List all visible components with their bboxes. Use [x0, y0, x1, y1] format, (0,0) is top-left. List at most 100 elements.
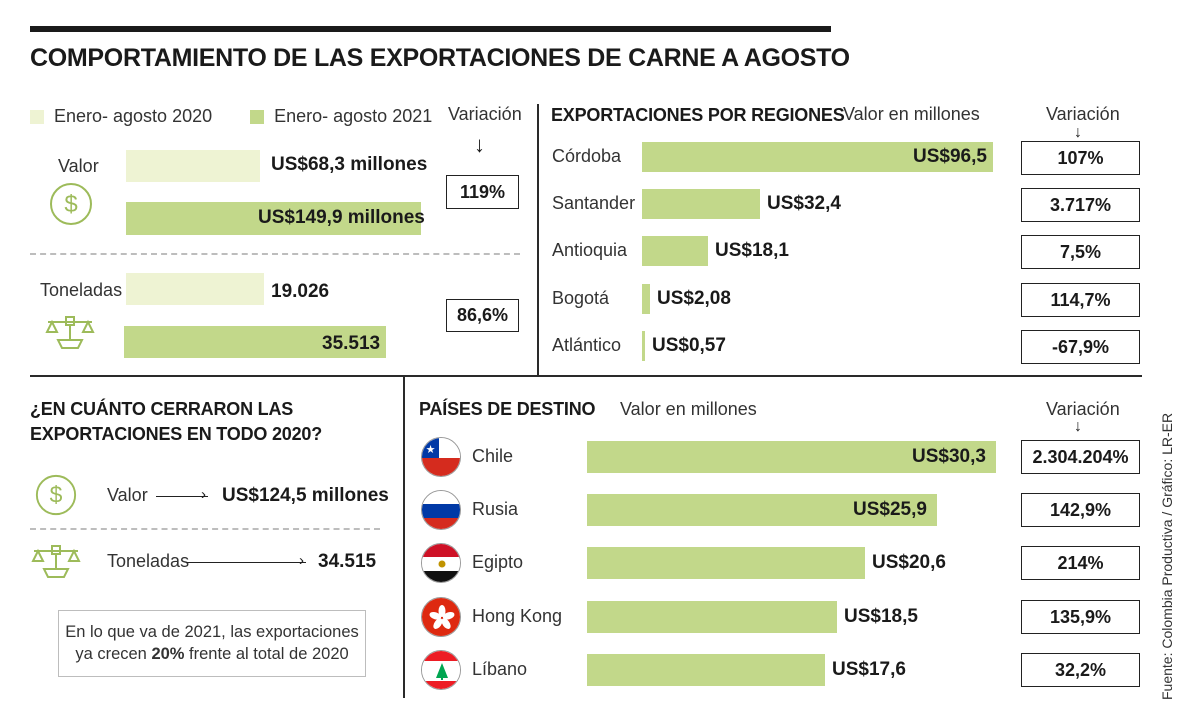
legend-swatch-2020	[30, 109, 44, 124]
dollar-coin-icon: $	[34, 473, 78, 517]
region-bar	[642, 142, 993, 172]
chile-flag-icon: ★	[421, 437, 461, 477]
dollar-coin-icon: $	[48, 181, 94, 227]
source-note: Fuente: Colombia Productiva / Gráfico: L…	[1159, 412, 1175, 700]
countries-variation-header: Variación	[1046, 399, 1120, 419]
country-value: US$20,6	[872, 552, 946, 573]
region-value: US$32,4	[767, 193, 841, 214]
scale-icon	[30, 545, 82, 579]
closing-divider	[30, 528, 380, 530]
region-bar	[642, 236, 708, 266]
russia-flag-icon	[421, 490, 461, 530]
country-bar	[587, 601, 837, 633]
note-text: ya crecen	[75, 644, 152, 663]
country-name: Hong Kong	[472, 606, 563, 626]
country-value: US$17,6	[832, 659, 906, 680]
valor-label: Valor	[58, 156, 99, 176]
country-name: Líbano	[472, 659, 528, 679]
svg-text:$: $	[50, 482, 63, 508]
valor-variation-box: 119%	[446, 175, 519, 209]
toneladas-bar-2020	[126, 273, 264, 305]
region-bar	[642, 284, 650, 314]
closing-title-line2: EXPORTACIONES EN TODO 2020?	[30, 424, 323, 444]
toneladas-value-2021: 35.513	[322, 333, 381, 354]
note-text: frente al total de 2020	[184, 644, 349, 663]
countries-unit: Valor en millones	[620, 399, 757, 419]
legend: Enero- agosto 2020 Enero- agosto 2021	[30, 106, 432, 127]
regions-variation-header: Variación	[1046, 104, 1120, 124]
closing-valor-value: US$124,5 millones	[222, 485, 389, 506]
country-variation-box: 135,9%	[1021, 600, 1140, 634]
region-value: US$0,57	[652, 335, 726, 356]
region-variation-box: 107%	[1021, 141, 1140, 175]
hong-kong-flag-icon	[421, 597, 461, 637]
arrow-right-icon: ›	[299, 552, 304, 569]
country-variation-box: 142,9%	[1021, 493, 1140, 527]
arrow-line	[156, 496, 208, 497]
region-name: Antioquia	[552, 240, 628, 260]
country-variation-box: 214%	[1021, 546, 1140, 580]
region-value: US$18,1	[715, 240, 789, 261]
closing-title-line1: ¿EN CUÁNTO CERRARON LAS	[30, 399, 294, 419]
region-name: Santander	[552, 193, 636, 213]
legend-swatch-2021	[250, 109, 265, 124]
valor-value-2020: US$68,3 millones	[271, 154, 428, 175]
regions-unit: Valor en millones	[843, 104, 980, 124]
svg-text:★: ★	[426, 444, 436, 456]
closing-toneladas-label: Toneladas	[107, 551, 190, 571]
country-bar	[587, 654, 825, 686]
arrow-line	[186, 562, 306, 563]
countries-divider	[403, 376, 405, 698]
region-bar	[642, 189, 760, 219]
toneladas-label: Toneladas	[40, 280, 123, 300]
regions-title: EXPORTACIONES POR REGIONES	[551, 105, 845, 125]
country-value: US$25,9	[853, 499, 927, 520]
region-name: Atlántico	[552, 335, 622, 355]
note-highlight: 20%	[151, 644, 185, 663]
toneladas-variation-box: 86,6%	[446, 299, 519, 332]
region-bar	[642, 331, 645, 361]
region-variation-box: -67,9%	[1021, 330, 1140, 364]
svg-text:$: $	[64, 191, 77, 218]
closing-toneladas-value: 34.515	[318, 551, 377, 572]
country-value: US$18,5	[844, 606, 918, 627]
closing-valor-label: Valor	[107, 485, 148, 505]
region-variation-box: 114,7%	[1021, 283, 1140, 317]
region-variation-box: 7,5%	[1021, 235, 1140, 269]
region-variation-box: 3.717%	[1021, 188, 1140, 222]
country-name: Egipto	[472, 552, 524, 572]
countries-title: PAÍSES DE DESTINO	[419, 399, 596, 419]
region-value: US$96,5	[913, 146, 987, 167]
scale-icon	[44, 316, 96, 350]
toneladas-bar-2021	[124, 326, 386, 358]
legend-label-2020: Enero- agosto 2020	[54, 106, 213, 126]
section-divider	[30, 375, 1142, 377]
country-name: Chile	[472, 446, 514, 466]
egypt-flag-icon	[421, 543, 461, 583]
region-value: US$2,08	[657, 288, 731, 309]
summary-variation-header: Variación	[448, 104, 522, 124]
valor-bar-2020	[126, 150, 260, 182]
valor-value-2021: US$149,9 millones	[258, 207, 425, 228]
country-bar	[587, 494, 937, 526]
region-name: Bogotá	[552, 288, 610, 308]
country-value: US$30,3	[912, 446, 986, 467]
toneladas-value-2020: 19.026	[271, 281, 330, 302]
regions-divider	[537, 104, 539, 376]
note-box: En lo que va de 2021, las exportaciones …	[58, 610, 366, 677]
country-variation-box: 32,2%	[1021, 653, 1140, 687]
title-top-rule	[30, 26, 831, 32]
summary-divider	[30, 253, 520, 255]
page-title: COMPORTAMIENTO DE LAS EXPORTACIONES DE C…	[30, 44, 850, 72]
country-variation-box: 2.304.204%	[1021, 440, 1140, 474]
arrow-right-icon: ›	[201, 486, 206, 503]
country-name: Rusia	[472, 499, 519, 519]
note-line2: ya crecen 20% frente al total de 2020	[75, 644, 348, 665]
lebanon-flag-icon	[421, 650, 461, 690]
down-arrow-icon: ↓	[1074, 418, 1082, 435]
down-arrow-icon: ↓	[474, 132, 485, 157]
region-name: Córdoba	[552, 146, 622, 166]
valor-bar-2021	[126, 202, 421, 235]
note-line1: En lo que va de 2021, las exportaciones	[65, 623, 359, 642]
down-arrow-icon: ↓	[1074, 124, 1082, 141]
